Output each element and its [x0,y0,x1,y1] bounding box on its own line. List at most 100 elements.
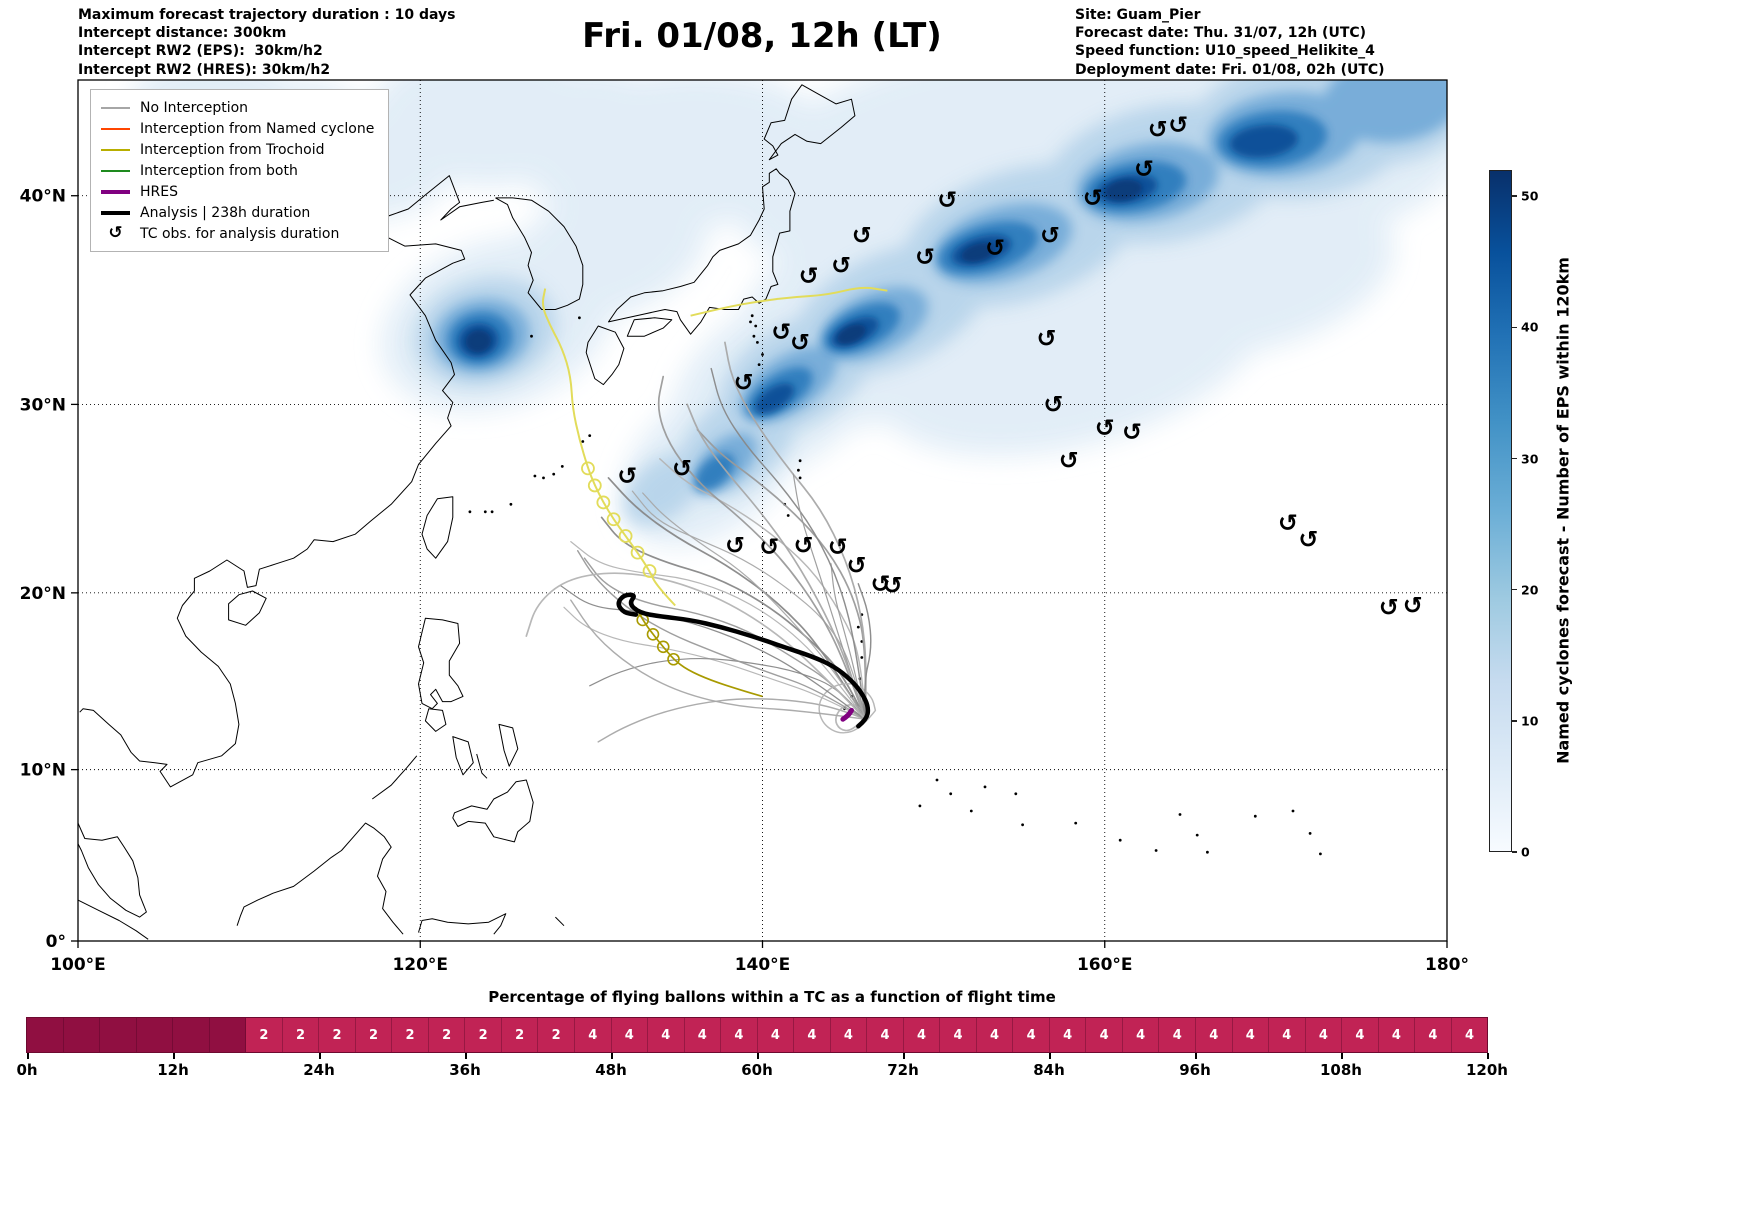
strip-axis-tick [173,1053,175,1059]
island-dot [797,468,800,472]
strip-cell [63,1018,101,1052]
coastline [763,84,856,161]
strip-cell: 2 [282,1018,320,1052]
tc-obs-icon: ↺ [771,318,791,346]
trochoid-loop [642,564,657,578]
island-dot [1253,814,1257,818]
ensemble-track [792,473,866,720]
coastline [495,197,584,310]
strip-cell: 4 [1305,1018,1343,1052]
colorbar-tick-label: 0 [1521,844,1530,860]
strip-cell: 4 [1013,1018,1050,1052]
island-dot [468,510,472,514]
island-dot [935,778,939,782]
coastline [78,822,147,918]
tc-obs-icon: ↺ [1040,221,1060,249]
strip-axis-tick [903,1053,905,1059]
coastline [452,779,534,843]
island-dot [581,440,585,443]
ensemble-track [589,657,866,720]
island-dot [1021,823,1024,827]
colorbar-tick-label: 10 [1521,713,1539,729]
island-dot [1178,813,1182,816]
colorbar-tick [1512,588,1517,591]
legend-line-swatch [101,210,130,215]
tc-obs-icon: ↺ [1278,509,1298,537]
legend-item: Analysis | 238h duration [101,202,374,223]
colorbar [1489,170,1512,852]
legend-line-swatch [101,127,130,130]
strip-axis-tick [611,1053,613,1059]
ensemble-track [642,492,866,720]
trochoid-loop [587,478,602,493]
tc-obs-icon: ↺ [852,221,872,249]
strip-hour-label: 48h [595,1061,627,1079]
legend-label: No Interception [140,99,249,116]
coastline [372,755,418,800]
tc-obs-icon: ↺ [1403,592,1423,620]
header-line: Speed function: U10_speed_Helikite_4 [1075,43,1375,60]
legend-item: Interception from both [101,160,374,181]
island-dot [1195,833,1199,837]
legend-item: ↺ TC obs. for analysis duration [101,223,374,244]
strip-axis-tick [1049,1053,1051,1059]
legend-line-swatch [101,106,130,109]
strip-title: Percentage of flying ballons within a TC… [488,988,1056,1006]
strip-cell: 4 [757,1018,795,1052]
ensemble-track [710,367,866,720]
page-title: Fri. 01/08, 12h (LT) [582,16,942,56]
tc-obs-icon: ↺ [725,531,745,559]
colorbar-tick [1512,851,1517,853]
strip-cell: 4 [1378,1018,1416,1052]
strip-axis-tick [27,1053,29,1059]
island-dot [483,510,487,514]
colorbar-label: Named cyclones forecast - Number of EPS … [1553,257,1573,764]
trochoid-loop [646,627,660,641]
island-dot [749,320,752,324]
island-dot [1206,850,1209,854]
strip-hour-label: 60h [741,1061,773,1079]
tc-obs-icon: ↺ [617,462,637,490]
ensemble-track [570,541,866,720]
density-blob [837,324,866,345]
tc-obs-icon: ↺ [871,570,891,598]
strip-cell: 2 [501,1018,539,1052]
density-layer [465,179,1143,353]
x-tick-label: 100°E [50,955,106,975]
tc-obs-icon: ↺ [1148,116,1168,144]
strip-hour-label: 96h [1179,1061,1211,1079]
island-dot [1154,849,1158,852]
y-tick-label: 20°N [20,584,66,604]
legend-label: HRES [140,183,178,200]
ensemble-track [818,682,877,734]
coastline [236,822,404,935]
island-dot [856,625,860,629]
tc-obs-icon: ↺ [1379,593,1399,621]
legend-item: Interception from Named cyclone [101,118,374,139]
trochoid-loop [618,529,633,543]
strip-cell: 4 [940,1018,977,1052]
strip-cell: 4 [1269,1018,1306,1052]
ensemble-track [857,583,872,720]
colorbar-tick [1512,720,1517,722]
tc-obs-legend-icon: ↺ [108,223,123,243]
strip-hour-label: 12h [157,1061,189,1079]
island-dot [1291,809,1295,813]
island-dot [860,656,864,659]
coastline [424,708,447,732]
ensemble-track [600,516,867,721]
legend-item: No Interception [101,97,374,118]
tc-obs-icon: ↺ [828,533,848,561]
strip-cell [173,1018,210,1052]
tc-obs-icon: ↺ [1083,184,1103,212]
strip-cell: 4 [684,1018,722,1052]
legend-line-swatch [101,148,130,151]
header-line: Intercept RW2 (EPS): 30km/h2 [78,43,323,60]
coastline [78,899,149,940]
strip-hour-label: 72h [887,1061,919,1079]
legend-item: HRES [101,181,374,202]
hres-track [840,707,854,722]
trochoid-loop [596,495,611,510]
y-tick-label: 40°N [20,187,66,207]
header-line: Forecast date: Thu. 31/07, 12h (UTC) [1075,25,1367,42]
